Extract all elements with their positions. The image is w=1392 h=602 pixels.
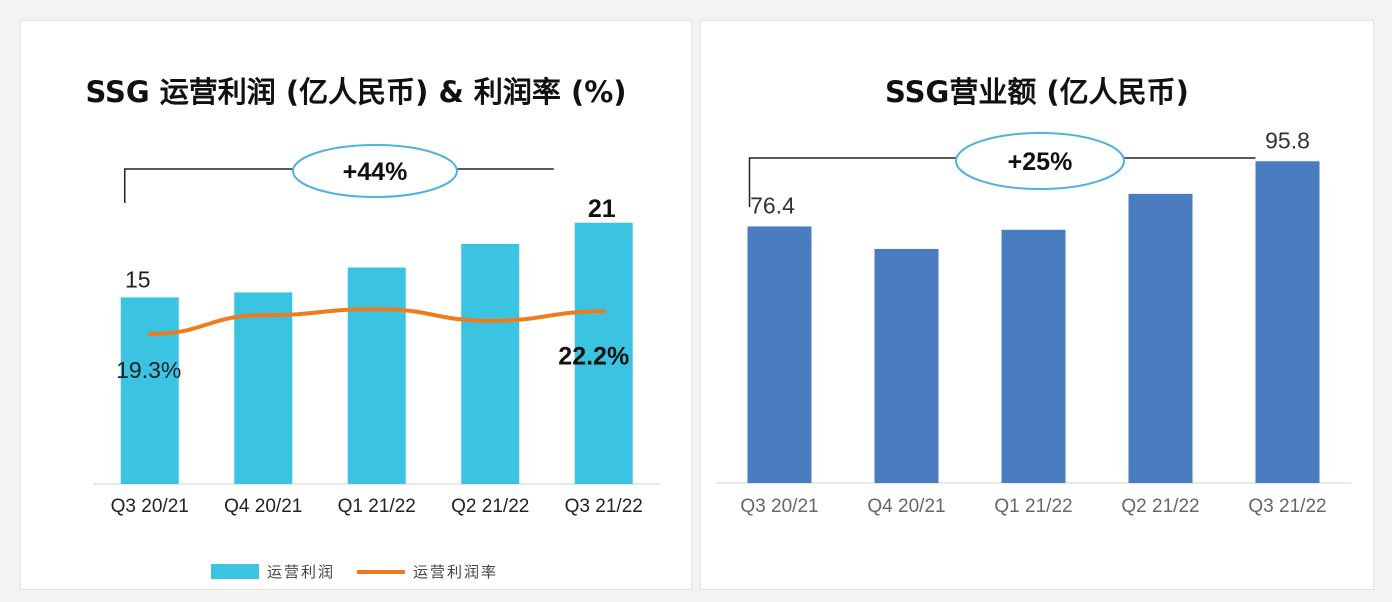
data-label-first-rate: 19.3% [116, 357, 181, 383]
x-tick-label: Q2 21/22 [1121, 496, 1199, 517]
legend-label-operating-profit: 运营利润 [267, 563, 336, 581]
legend-label-operating-margin: 运营利润率 [413, 563, 499, 581]
revenue-chart: Q3 20/21 Q4 20/21 Q1 21/22 Q2 21/22 Q3 21/22… [716, 127, 1351, 517]
data-label-last-bar: 95.8 [1265, 127, 1310, 153]
bar-operating-profit [574, 222, 633, 484]
x-tick-label: Q3 21/22 [565, 496, 643, 517]
growth-label: +44% [343, 158, 408, 186]
line-operating-margin [147, 307, 606, 336]
operating-profit-legend: 运营利润 运营利润率 [211, 561, 498, 582]
operating-profit-chart-title: SSG 运营利润 (亿人民币) & 利润率 (%) [85, 75, 627, 109]
legend-item-operating-margin: 运营利润率 [357, 561, 498, 582]
growth-bubble [292, 144, 458, 198]
operating-profit-chart-panel: SSG 运营利润 (亿人民币) & 利润率 (%) Q3 20/21 Q4 20/… [20, 20, 692, 590]
x-tick-label: Q1 21/22 [338, 496, 416, 517]
bar-operating-profit [347, 267, 406, 484]
bar-revenue [1128, 193, 1193, 483]
operating-profit-chart: Q3 20/21 Q4 20/21 Q1 21/22 Q2 21/22 Q3 21/22… [93, 144, 661, 517]
data-label-first-bar: 76.4 [750, 192, 795, 218]
bar-operating-profit [461, 243, 520, 484]
data-label-last-rate: 22.2% [558, 342, 629, 370]
bar-operating-profit [120, 297, 179, 484]
x-tick-label: Q4 20/21 [867, 496, 945, 517]
revenue-chart-title: SSG营业额 (亿人民币) [885, 75, 1189, 109]
bar-operating-profit [234, 292, 293, 484]
legend-swatch-bar [211, 564, 259, 579]
x-tick-label: Q3 20/21 [740, 496, 818, 517]
data-label-last-bar: 21 [588, 195, 616, 223]
x-tick-label: Q2 21/22 [451, 496, 529, 517]
legend-swatch-line [357, 569, 406, 574]
bar-revenue [1001, 229, 1066, 483]
legend-item-operating-profit: 运营利润 [211, 561, 335, 582]
revenue-chart-panel: SSG营业额 (亿人民币) Q3 20/21 Q4 20/21 Q1 21/22 Q2… [700, 20, 1374, 590]
growth-bubble [955, 132, 1125, 190]
bar-revenue [747, 226, 812, 483]
data-label-first-bar: 15 [125, 266, 151, 292]
bar-revenue [874, 248, 939, 483]
x-tick-label: Q3 20/21 [111, 496, 189, 517]
x-tick-label: Q1 21/22 [994, 496, 1072, 517]
growth-label: +25% [1008, 148, 1073, 176]
x-tick-label: Q3 21/22 [1248, 496, 1326, 517]
bar-revenue [1255, 161, 1320, 483]
x-tick-label: Q4 20/21 [224, 496, 302, 517]
